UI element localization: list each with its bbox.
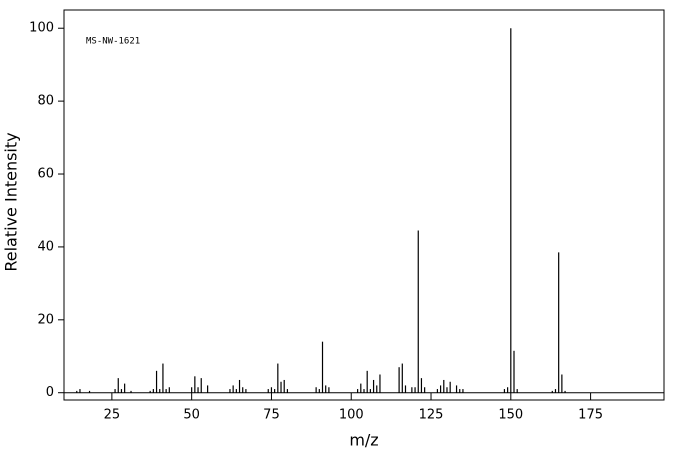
y-axis-title: Relative Intensity — [2, 132, 21, 271]
y-tick-label: 100 — [29, 21, 54, 36]
x-axis-title: m/z — [349, 431, 378, 450]
y-tick-label: 60 — [37, 167, 54, 182]
x-tick-label: 25 — [104, 408, 121, 423]
x-tick-label: 175 — [578, 408, 603, 423]
annotation: MS-NW-1621 — [86, 37, 140, 47]
y-tick-label: 0 — [46, 385, 54, 400]
x-tick-label: 75 — [263, 408, 280, 423]
y-tick-label: 40 — [37, 239, 54, 254]
y-tick-label: 20 — [37, 312, 54, 327]
x-tick-label: 100 — [339, 408, 364, 423]
plot-frame — [63, 9, 665, 401]
y-tick-label: 80 — [37, 94, 54, 109]
x-tick-label: 150 — [498, 408, 523, 423]
x-tick-label: 125 — [419, 408, 444, 423]
x-tick-label: 50 — [183, 408, 200, 423]
